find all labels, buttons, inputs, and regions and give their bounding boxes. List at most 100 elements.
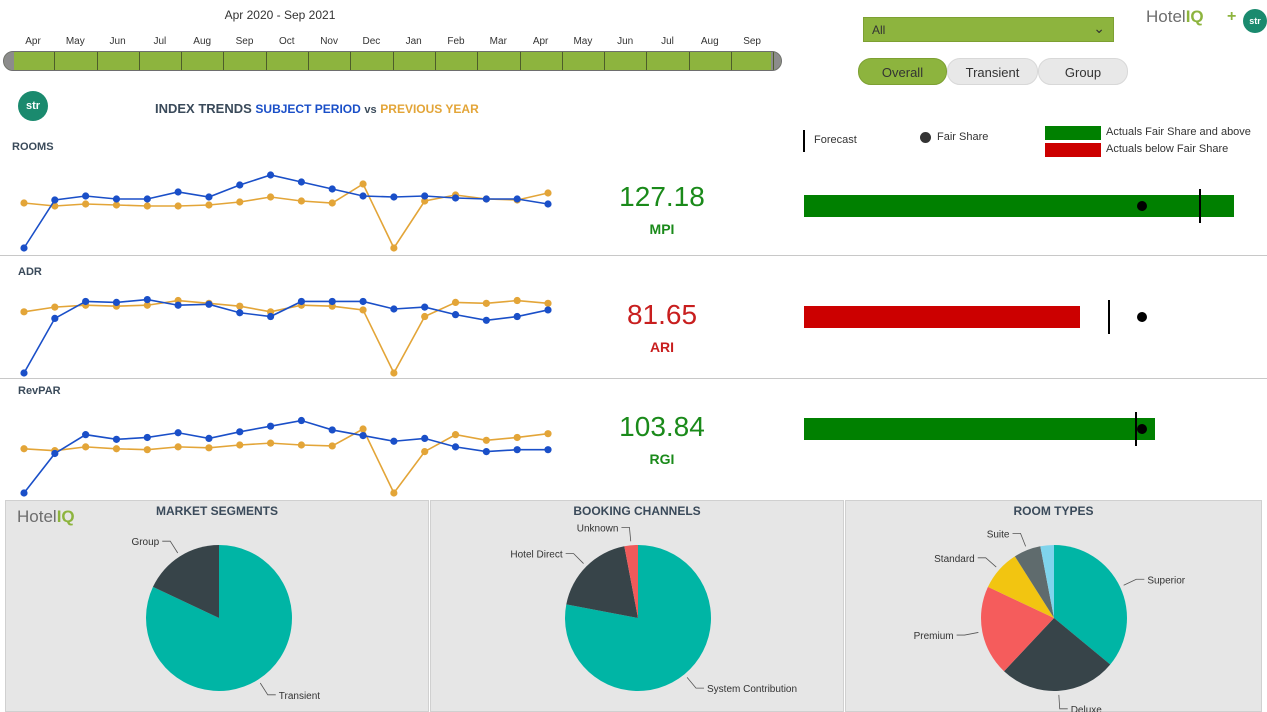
- previous-year-point: [328, 199, 336, 207]
- subject-period-point: [205, 300, 213, 308]
- subject-period-point: [482, 447, 490, 456]
- subject-period-point: [513, 446, 521, 454]
- str-logo: str: [18, 91, 48, 121]
- previous-year-point: [482, 436, 490, 444]
- mpi-forecast-marker: [1199, 189, 1201, 223]
- mpi-label: MPI: [649, 221, 675, 237]
- previous-year-point: [266, 439, 275, 447]
- subject-period-point: [421, 192, 429, 200]
- timeline-month-label: Apr: [25, 36, 41, 47]
- timeline-month-cell[interactable]: [690, 52, 733, 70]
- previous-year-point: [205, 444, 213, 452]
- timeline-month-cell[interactable]: [351, 52, 394, 70]
- timeline-month-label: Aug: [193, 36, 212, 47]
- previous-year-point: [20, 199, 28, 207]
- ari-bullet-bar: [804, 306, 1081, 328]
- timeline-month-cell[interactable]: [563, 52, 606, 70]
- subject-period-point: [82, 297, 90, 306]
- subject-period-point: [143, 195, 151, 203]
- previous-year-point: [20, 308, 28, 316]
- pie-leader-line: [162, 540, 179, 554]
- previous-year-point: [544, 299, 552, 307]
- previous-year-point: [236, 302, 244, 310]
- pie-leader-line: [1123, 578, 1145, 586]
- subject-period-point: [236, 428, 244, 436]
- subject-period-point: [82, 431, 90, 439]
- dropdown-value: All: [872, 23, 886, 37]
- timeline-month-cell[interactable]: [605, 52, 648, 70]
- pie-leader-line: [686, 677, 705, 689]
- market-segments-panel: MARKET SEGMENTS Transient Group: [5, 500, 429, 712]
- timeline-month-cell[interactable]: [478, 52, 521, 70]
- subject-period-line: [23, 298, 549, 374]
- previous-year-line: [23, 427, 549, 495]
- timeline-month-label: Sep: [743, 36, 761, 47]
- timeline-month-cell[interactable]: [98, 52, 140, 70]
- above-legend-label: Actuals Fair Share and above: [1106, 126, 1251, 138]
- timeline-month-cell[interactable]: [732, 52, 775, 70]
- previous-year-line: [23, 299, 549, 375]
- overall-button[interactable]: Overall: [858, 58, 947, 85]
- rgi-bullet-bar: [804, 418, 1156, 440]
- timeline-month-cell[interactable]: [55, 52, 98, 70]
- timeline-month-cell[interactable]: [648, 52, 690, 70]
- timeline-month-cell[interactable]: [140, 52, 183, 70]
- timeline-start-handle[interactable]: [4, 52, 14, 70]
- subject-period-point: [482, 316, 490, 324]
- subject-period-point: [421, 434, 429, 443]
- row-divider: [0, 378, 1267, 379]
- forecast-legend-label: Forecast: [814, 134, 857, 146]
- previous-year-point: [174, 202, 182, 210]
- previous-year-point: [359, 306, 367, 314]
- timeline-month-cell[interactable]: [309, 52, 352, 70]
- timeline-end-handle[interactable]: [771, 52, 781, 70]
- timeline-month-label: May: [65, 36, 85, 47]
- timeline-month-cell[interactable]: [182, 52, 225, 70]
- previous-year-point: [359, 180, 367, 188]
- segment-filter-dropdown[interactable]: All ⌄: [863, 17, 1114, 42]
- timeline-month-cell[interactable]: [521, 52, 563, 70]
- pie-slice-label: Group: [131, 537, 159, 548]
- timeline-month-label: Sep: [235, 36, 254, 47]
- ari-value: 81.65: [626, 299, 698, 330]
- subject-period-point: [451, 311, 460, 319]
- index-trends-title: INDEX TRENDS SUBJECT PERIOD vs PREVIOUS …: [155, 101, 479, 116]
- timeline-month-label: Oct: [279, 36, 295, 47]
- previous-year-point: [421, 447, 429, 456]
- timeline-month-cell[interactable]: [436, 52, 479, 70]
- rgi-value: 103.84: [619, 411, 705, 442]
- previous-year-point: [297, 197, 306, 205]
- timeline-month-cell[interactable]: [267, 52, 310, 70]
- previous-year-point: [390, 369, 398, 377]
- pie-slice-label: Deluxe: [1071, 705, 1103, 712]
- subject-period-point: [205, 193, 213, 201]
- subject-period-point: [51, 196, 59, 204]
- period-label: Apr 2020 - Sep 2021: [224, 8, 336, 22]
- subject-period-point: [112, 298, 121, 307]
- subject-period-line: [23, 174, 549, 249]
- rooms-trend-chart: [20, 171, 552, 252]
- subject-period-point: [297, 178, 306, 186]
- pie-slice-label: Premium: [914, 631, 954, 642]
- timeline-month-label: Dec: [362, 36, 381, 47]
- pie-leader-line: [956, 632, 979, 636]
- adr-trend-chart: [20, 295, 552, 377]
- timeline-month-cell[interactable]: [13, 52, 56, 70]
- str-logo-small: str: [1243, 9, 1267, 33]
- subject-period-point: [112, 195, 121, 203]
- timeline-month-cell[interactable]: [394, 52, 436, 70]
- chevron-down-icon: ⌄: [1093, 20, 1105, 36]
- subject-period-point: [266, 171, 275, 179]
- booking-channels-pie: System Contribution Hotel Direct Unknown: [510, 523, 797, 695]
- group-button[interactable]: Group: [1038, 58, 1128, 85]
- subject-period-point: [544, 200, 552, 208]
- timeline-month-label: Jun: [109, 36, 126, 47]
- booking-channels-title: BOOKING CHANNELS: [573, 504, 701, 518]
- row-divider: [0, 255, 1267, 256]
- timeline-month-cell[interactable]: [225, 52, 267, 70]
- timeline-slider[interactable]: [3, 51, 782, 71]
- room-types-panel: ROOM TYPES Superior Deluxe Premium Standard…: [845, 500, 1262, 712]
- transient-button[interactable]: Transient: [947, 58, 1038, 85]
- hoteliq-panel-logo: HotelIQ: [17, 507, 75, 526]
- pie-leader-line: [565, 553, 584, 564]
